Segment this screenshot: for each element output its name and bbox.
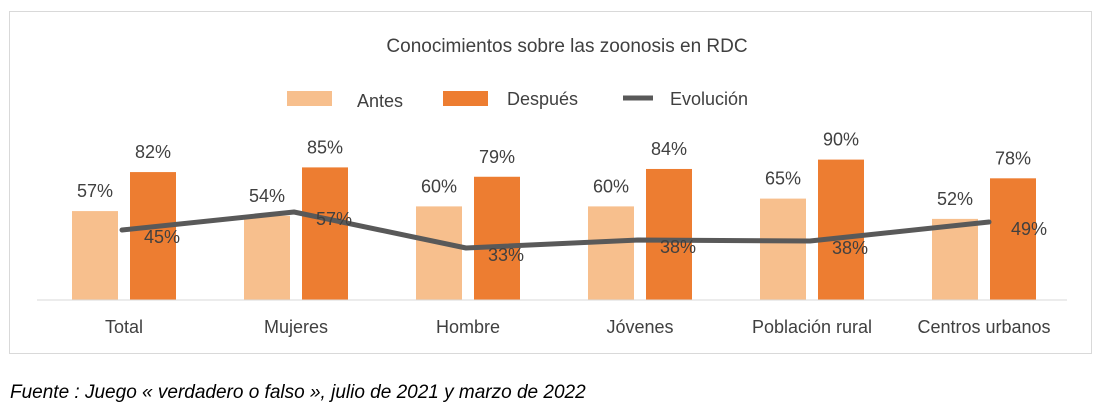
label-despues-jovenes: 84% <box>651 139 687 159</box>
label-despues-total: 82% <box>135 142 171 162</box>
label-evolucion-centros-urbanos: 49% <box>1011 219 1047 239</box>
chart-frame <box>9 11 1092 354</box>
bar-despues-total <box>130 172 176 300</box>
point-evolucion-poblacion-rural <box>809 240 811 242</box>
bar-antes-hombre <box>416 206 462 300</box>
source-note: Fuente : Juego « verdadero o falso », ju… <box>10 382 586 403</box>
label-antes-jovenes: 60% <box>593 176 629 196</box>
point-evolucion-centros-urbanos <box>988 221 990 223</box>
bar-antes-total <box>72 211 118 300</box>
legend-label-evolucion: Evolución <box>670 89 748 109</box>
tick-poblacion-rural: Población rural <box>752 317 872 337</box>
bar-despues-hombre <box>474 176 520 300</box>
label-despues-centros-urbanos: 78% <box>995 148 1031 168</box>
tick-centros-urbanos: Centros urbanos <box>917 317 1050 337</box>
bar-antes-mujeres <box>244 215 290 300</box>
tick-jovenes: Jóvenes <box>606 317 673 337</box>
bars-group <box>72 159 1036 300</box>
legend-label-despues: Después <box>507 89 578 109</box>
legend-label-antes: Antes <box>357 91 403 111</box>
evolution-line-group <box>119 209 992 251</box>
bar-antes-centros-urbanos <box>932 218 978 300</box>
point-evolucion-mujeres <box>293 211 295 213</box>
bar-antes-poblacion-rural <box>760 198 806 300</box>
legend-swatch-despues <box>443 91 488 106</box>
chart-svg: Conocimientos sobre las zoonosis en RDC … <box>37 36 1067 337</box>
bar-antes-jovenes <box>588 206 634 300</box>
bar-despues-jovenes <box>646 168 692 300</box>
label-evolucion-total: 45% <box>144 227 180 247</box>
data-labels-group: 57% 82% 54% 85% 60% 79% 60% 84% 65% 90% 52% 78% 45% 5… <box>77 130 1047 265</box>
tick-total: Total <box>105 317 143 337</box>
label-antes-centros-urbanos: 52% <box>937 189 973 209</box>
bar-despues-poblacion-rural <box>818 159 864 300</box>
point-evolucion-hombre <box>465 247 467 249</box>
tick-mujeres: Mujeres <box>264 317 328 337</box>
legend-swatch-antes <box>287 91 332 106</box>
label-evolucion-jovenes: 38% <box>660 237 696 257</box>
label-antes-total: 57% <box>77 181 113 201</box>
bar-despues-centros-urbanos <box>990 178 1036 300</box>
label-antes-poblacion-rural: 65% <box>765 169 801 189</box>
label-antes-mujeres: 54% <box>249 186 285 206</box>
label-despues-hombre: 79% <box>479 147 515 167</box>
label-evolucion-hombre: 33% <box>488 245 524 265</box>
line-evolucion <box>119 209 992 251</box>
chart-title: Conocimientos sobre las zoonosis en RDC <box>386 36 747 57</box>
point-evolucion-total <box>121 229 123 231</box>
point-evolucion-jovenes <box>637 239 639 241</box>
legend: Antes Después Evolución <box>287 89 748 111</box>
label-despues-poblacion-rural: 90% <box>823 130 859 150</box>
label-evolucion-poblacion-rural: 38% <box>832 238 868 258</box>
label-evolucion-mujeres: 57% <box>316 209 352 229</box>
label-antes-hombre: 60% <box>421 176 457 196</box>
tick-hombre: Hombre <box>436 317 500 337</box>
label-despues-mujeres: 85% <box>307 137 343 157</box>
bar-despues-mujeres <box>302 167 348 300</box>
x-tick-labels: Total Mujeres Hombre Jóvenes Población rural… <box>105 317 1051 337</box>
